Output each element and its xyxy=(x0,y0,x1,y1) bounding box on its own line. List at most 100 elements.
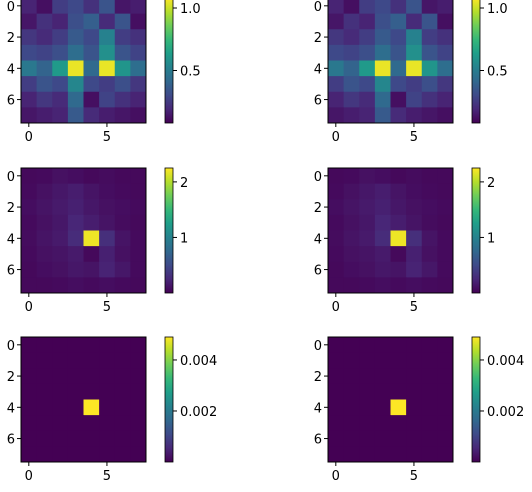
heatmap-cell xyxy=(343,277,360,294)
heatmap-cell xyxy=(359,415,376,432)
heatmap-cell xyxy=(406,60,423,77)
heatmap-cell xyxy=(52,0,69,15)
heatmap-cell xyxy=(437,44,454,61)
heatmap-cell xyxy=(67,261,84,278)
heatmap-cell xyxy=(83,230,100,247)
x-tick-label: 0 xyxy=(332,130,340,145)
heatmap-cell xyxy=(343,368,360,385)
heatmap-cell xyxy=(359,430,376,447)
heatmap-cell xyxy=(67,446,84,463)
heatmap-cell xyxy=(130,13,147,30)
heatmap-cell xyxy=(83,214,100,231)
heatmap-cell xyxy=(374,415,391,432)
heatmap-cell xyxy=(343,60,360,77)
heatmap-cell xyxy=(130,183,147,200)
heatmap-cell xyxy=(21,107,38,124)
heatmap-cell xyxy=(437,415,454,432)
heatmap-cell xyxy=(67,183,84,200)
heatmap-cell xyxy=(359,199,376,216)
heatmap-cell xyxy=(328,230,345,247)
heatmap-cell xyxy=(421,261,438,278)
heatmap-cell xyxy=(437,277,454,294)
heatmap-cell xyxy=(36,368,53,385)
heatmap-cell xyxy=(343,183,360,200)
y-tick-label: 4 xyxy=(7,62,15,77)
heatmap-cell xyxy=(437,399,454,416)
heatmap-cell xyxy=(36,383,53,400)
heatmap-cell xyxy=(130,29,147,46)
heatmap-cell xyxy=(67,352,84,369)
heatmap-cell xyxy=(390,277,407,294)
colorbar-tick-label: 2 xyxy=(487,176,495,191)
heatmap-cell xyxy=(67,383,84,400)
heatmap-cell xyxy=(21,13,38,30)
y-tick-label: 2 xyxy=(314,201,322,216)
heatmap-cell xyxy=(328,29,345,46)
heatmap-cell xyxy=(437,446,454,463)
heatmap-cell xyxy=(421,13,438,30)
heatmap-cell xyxy=(67,430,84,447)
x-tick-label: 0 xyxy=(25,300,33,315)
heatmap-cell xyxy=(328,415,345,432)
heatmap-cell xyxy=(343,13,360,30)
heatmap-cell xyxy=(328,352,345,369)
heatmap-cell xyxy=(328,0,345,15)
heatmap-cell xyxy=(406,44,423,61)
heatmap-cell xyxy=(114,430,131,447)
heatmap-cell xyxy=(328,76,345,93)
heatmap-cell xyxy=(359,0,376,15)
heatmap-cell xyxy=(359,44,376,61)
heatmap-cell xyxy=(52,183,69,200)
heatmap-cell xyxy=(374,430,391,447)
heatmap-cell xyxy=(390,415,407,432)
heatmap-cell xyxy=(67,29,84,46)
heatmap-cell xyxy=(359,29,376,46)
heatmap-cell xyxy=(83,246,100,263)
heatmap-cell xyxy=(99,60,116,77)
heatmap-cell xyxy=(36,277,53,294)
heatmap-cell xyxy=(83,60,100,77)
heatmap-cell xyxy=(343,214,360,231)
heatmap-cell xyxy=(359,183,376,200)
heatmap-cell xyxy=(343,337,360,354)
heatmap-cell xyxy=(36,91,53,108)
heatmap-cell xyxy=(114,13,131,30)
heatmap-cell xyxy=(359,60,376,77)
heatmap-cell xyxy=(52,415,69,432)
heatmap-cell xyxy=(343,168,360,185)
heatmap-cell xyxy=(390,246,407,263)
heatmap-frame xyxy=(20,0,147,124)
colorbar-tick-label: 2 xyxy=(180,176,188,191)
heatmap-cell xyxy=(374,91,391,108)
heatmap-cell xyxy=(343,383,360,400)
heatmap-cell xyxy=(437,91,454,108)
heatmap-cell xyxy=(343,199,360,216)
colorbar-tick-label: 0.004 xyxy=(180,354,217,369)
heatmap-cell xyxy=(130,76,147,93)
heatmap-cell xyxy=(421,368,438,385)
heatmap-cell xyxy=(83,168,100,185)
heatmap-cell xyxy=(21,168,38,185)
heatmap-cell xyxy=(36,0,53,15)
heatmap-cell xyxy=(130,277,147,294)
colorbar xyxy=(471,0,481,124)
heatmap-cell xyxy=(374,199,391,216)
heatmap-cell xyxy=(52,399,69,416)
heatmap-cell xyxy=(343,44,360,61)
colorbar-tick-label: 0.002 xyxy=(487,405,524,420)
heatmap-cell xyxy=(67,60,84,77)
heatmap-cell xyxy=(359,399,376,416)
heatmap-cell xyxy=(114,107,131,124)
heatmap-cell xyxy=(437,199,454,216)
heatmap-cell xyxy=(437,352,454,369)
heatmap-cell xyxy=(36,446,53,463)
heatmap-cell xyxy=(406,76,423,93)
y-tick-label: 4 xyxy=(314,232,322,247)
colorbar-tick-label: 0.5 xyxy=(180,65,201,80)
y-tick-label: 0 xyxy=(7,170,15,185)
heatmap-cell xyxy=(83,199,100,216)
heatmap-cell xyxy=(328,168,345,185)
colorbar-tick-label: 1.0 xyxy=(180,2,201,17)
heatmap-cell xyxy=(374,44,391,61)
heatmap-cell xyxy=(390,352,407,369)
